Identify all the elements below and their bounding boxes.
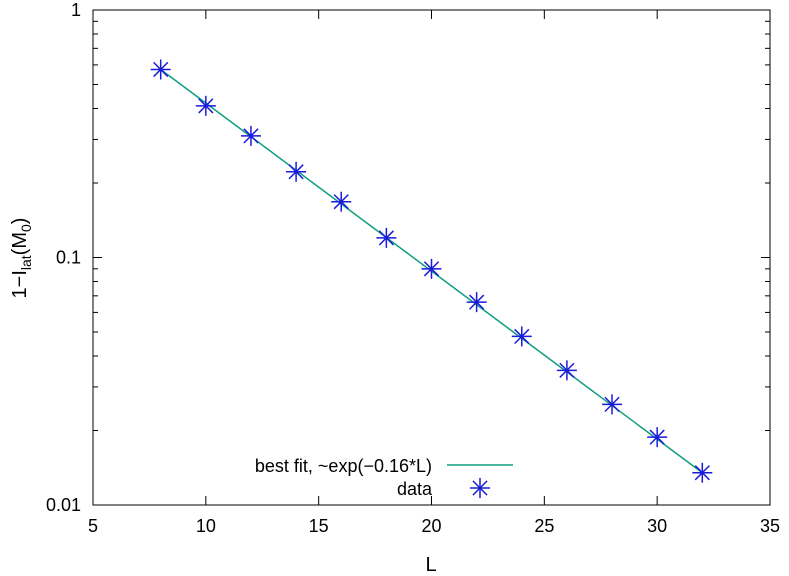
- x-tick-label: 35: [760, 516, 780, 536]
- y-axis-title-sub2: 0: [18, 224, 34, 232]
- data-point: [376, 227, 397, 248]
- data-point: [195, 95, 216, 116]
- x-axis-title: L: [425, 554, 436, 576]
- legend-label-fit: best fit, ~exp(−0.16*L): [255, 456, 432, 476]
- x-tick-label: 10: [196, 516, 216, 536]
- data-point: [331, 191, 352, 212]
- x-tick-label: 5: [88, 516, 98, 536]
- x-tick-label: 20: [421, 516, 441, 536]
- svg-text:1−Ilat(M0): 1−Ilat(M0): [9, 218, 34, 299]
- y-axis-title-sub1: lat: [18, 255, 34, 270]
- y-axis-title-end: ): [9, 218, 31, 225]
- legend-label-data: data: [397, 479, 433, 499]
- x-tick-label: 15: [309, 516, 329, 536]
- data-point: [240, 125, 261, 146]
- plot-frame: [92, 9, 771, 506]
- data-point: [647, 427, 668, 448]
- x-tick-label: 25: [534, 516, 554, 536]
- legend-swatch-data: [470, 478, 490, 498]
- y-tick-label: 1: [71, 0, 81, 20]
- y-tick-label: 0.1: [56, 248, 81, 268]
- data-point: [692, 462, 713, 483]
- y-axis-title: 1−Ilat(M0): [9, 218, 34, 299]
- y-tick-label: 0.01: [46, 495, 81, 515]
- data-point: [556, 360, 577, 381]
- data-point: [511, 326, 532, 347]
- data-point: [466, 292, 487, 313]
- x-tick-label: 30: [647, 516, 667, 536]
- data-point: [602, 394, 623, 415]
- data-point: [286, 161, 307, 182]
- data-point: [150, 59, 171, 80]
- y-axis-title-mid: (M: [9, 232, 31, 255]
- data-point: [421, 258, 442, 279]
- y-axis-title-base: 1−I: [9, 270, 31, 298]
